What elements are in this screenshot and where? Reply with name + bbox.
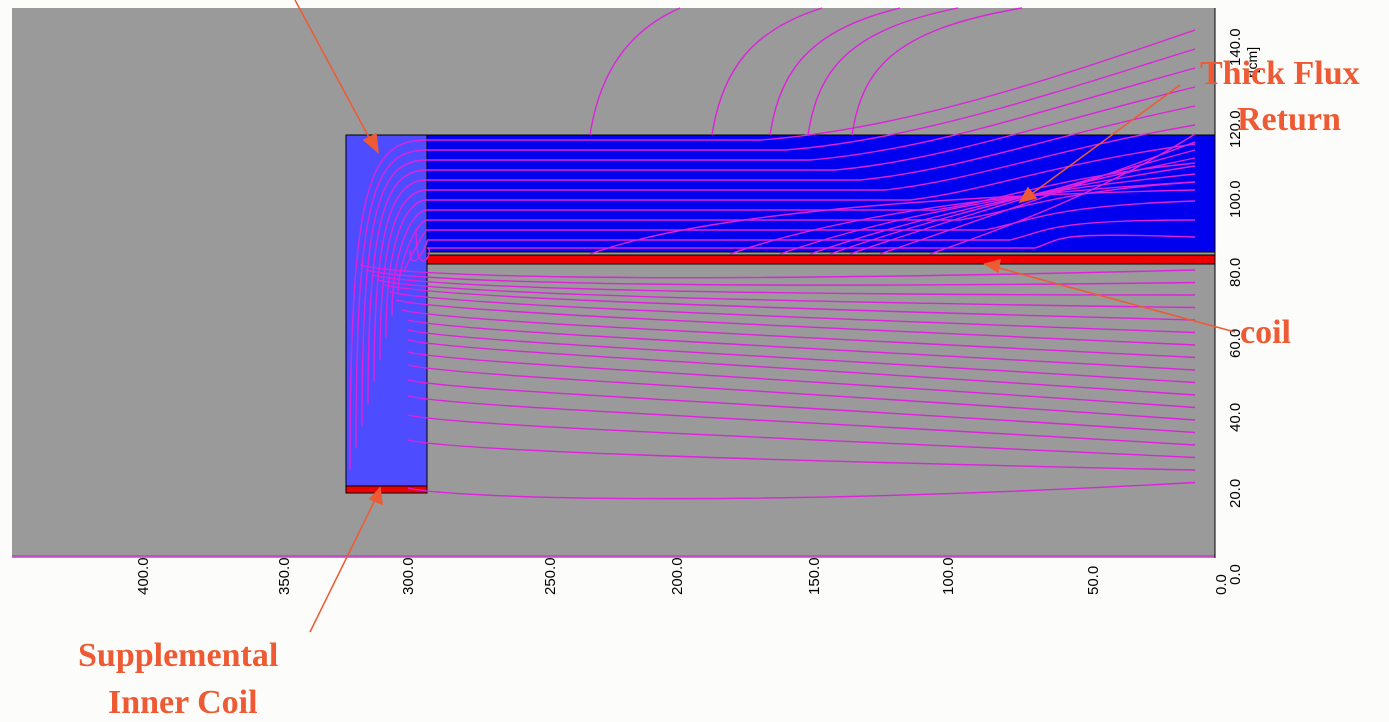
x-tick-label: 0.0 [1213, 574, 1230, 595]
y-tick-label: 100.0 [1227, 180, 1244, 218]
field-line [407, 379, 1196, 434]
field-line [395, 299, 1196, 346]
field-line [401, 309, 1196, 359]
field-line [769, 7, 901, 136]
inner-coil-label-line1: Supplemental [78, 637, 278, 674]
main-coil [426, 254, 1216, 265]
arrow-head [368, 486, 383, 506]
field-line [403, 200, 1196, 273]
arrow-head [983, 258, 1001, 274]
x-tick-label: 50.0 [1085, 566, 1102, 595]
field-line [407, 319, 1196, 371]
field-line [807, 7, 959, 136]
y-tick-label: 120.0 [1227, 110, 1244, 148]
field-line [371, 274, 1196, 296]
field-line [377, 279, 1196, 309]
field-line [383, 284, 1196, 321]
field-line [407, 329, 1196, 384]
y-tick-label: 20.0 [1227, 479, 1244, 508]
y-axis-unit: r[cm] [1244, 47, 1260, 78]
x-tick-label: 400.0 [135, 557, 152, 595]
field-line [407, 351, 1196, 409]
field-line [391, 162, 1196, 317]
flux-return-label-line2: Return [1237, 101, 1341, 138]
field-line [379, 124, 1196, 361]
field-line [407, 439, 1196, 471]
field-line [929, 133, 1196, 255]
x-tick-label: 100.0 [940, 557, 957, 595]
field-line [365, 269, 1196, 286]
y-tick-label: 80.0 [1227, 258, 1244, 287]
x-tick-label: 150.0 [806, 557, 823, 595]
field-line [355, 48, 1196, 449]
supplemental-inner-coil [345, 485, 428, 494]
arrow-head [1018, 186, 1038, 204]
field-line [367, 86, 1196, 405]
field-line [711, 7, 823, 136]
x-tick-label: 200.0 [669, 557, 686, 595]
field-line [779, 173, 1196, 255]
field-line [879, 141, 1196, 255]
annotation-arrows [294, 0, 1236, 633]
field-line [409, 219, 1196, 262]
field-line [407, 395, 1196, 446]
coil-label: coil [1240, 314, 1291, 351]
x-tick-labels: 400.0 350.0 300.0 250.0 200.0 150.0 100.… [135, 557, 1230, 595]
field-line [389, 291, 1196, 334]
arrow-head [362, 132, 379, 154]
field-line [407, 339, 1196, 396]
field-line [407, 481, 1196, 500]
x-tick-label: 250.0 [542, 557, 559, 595]
field-line [385, 143, 1196, 339]
y-tick-label: 140.0 [1227, 28, 1244, 66]
field-line [359, 264, 1196, 279]
field-line [349, 29, 1196, 471]
x-tick-label: 300.0 [400, 557, 417, 595]
field-line [397, 181, 1196, 295]
field-line [809, 165, 1196, 255]
x-tick-label: 350.0 [276, 557, 293, 595]
flux-return-label-line1: Thick Flux [1200, 55, 1360, 92]
field-line [849, 149, 1196, 255]
field-line [729, 181, 1196, 255]
field-line [373, 105, 1196, 383]
field-line [407, 414, 1196, 459]
y-tick-label: 40.0 [1227, 403, 1244, 432]
field-lines [349, 7, 1196, 500]
field-line [829, 157, 1196, 255]
field-line [589, 7, 681, 136]
field-line [415, 227, 1196, 262]
y-tick-label: 0.0 [1227, 564, 1244, 585]
inner-coil-label-line2: Inner Coil [108, 684, 258, 721]
field-line [361, 67, 1196, 427]
y-tick-labels: 0.0 20.0 40.0 60.0 80.0 100.0 120.0 140.… [1227, 28, 1260, 585]
field-line [851, 7, 1023, 136]
y-tick-label: 60.0 [1227, 329, 1244, 358]
field-line [407, 364, 1196, 421]
